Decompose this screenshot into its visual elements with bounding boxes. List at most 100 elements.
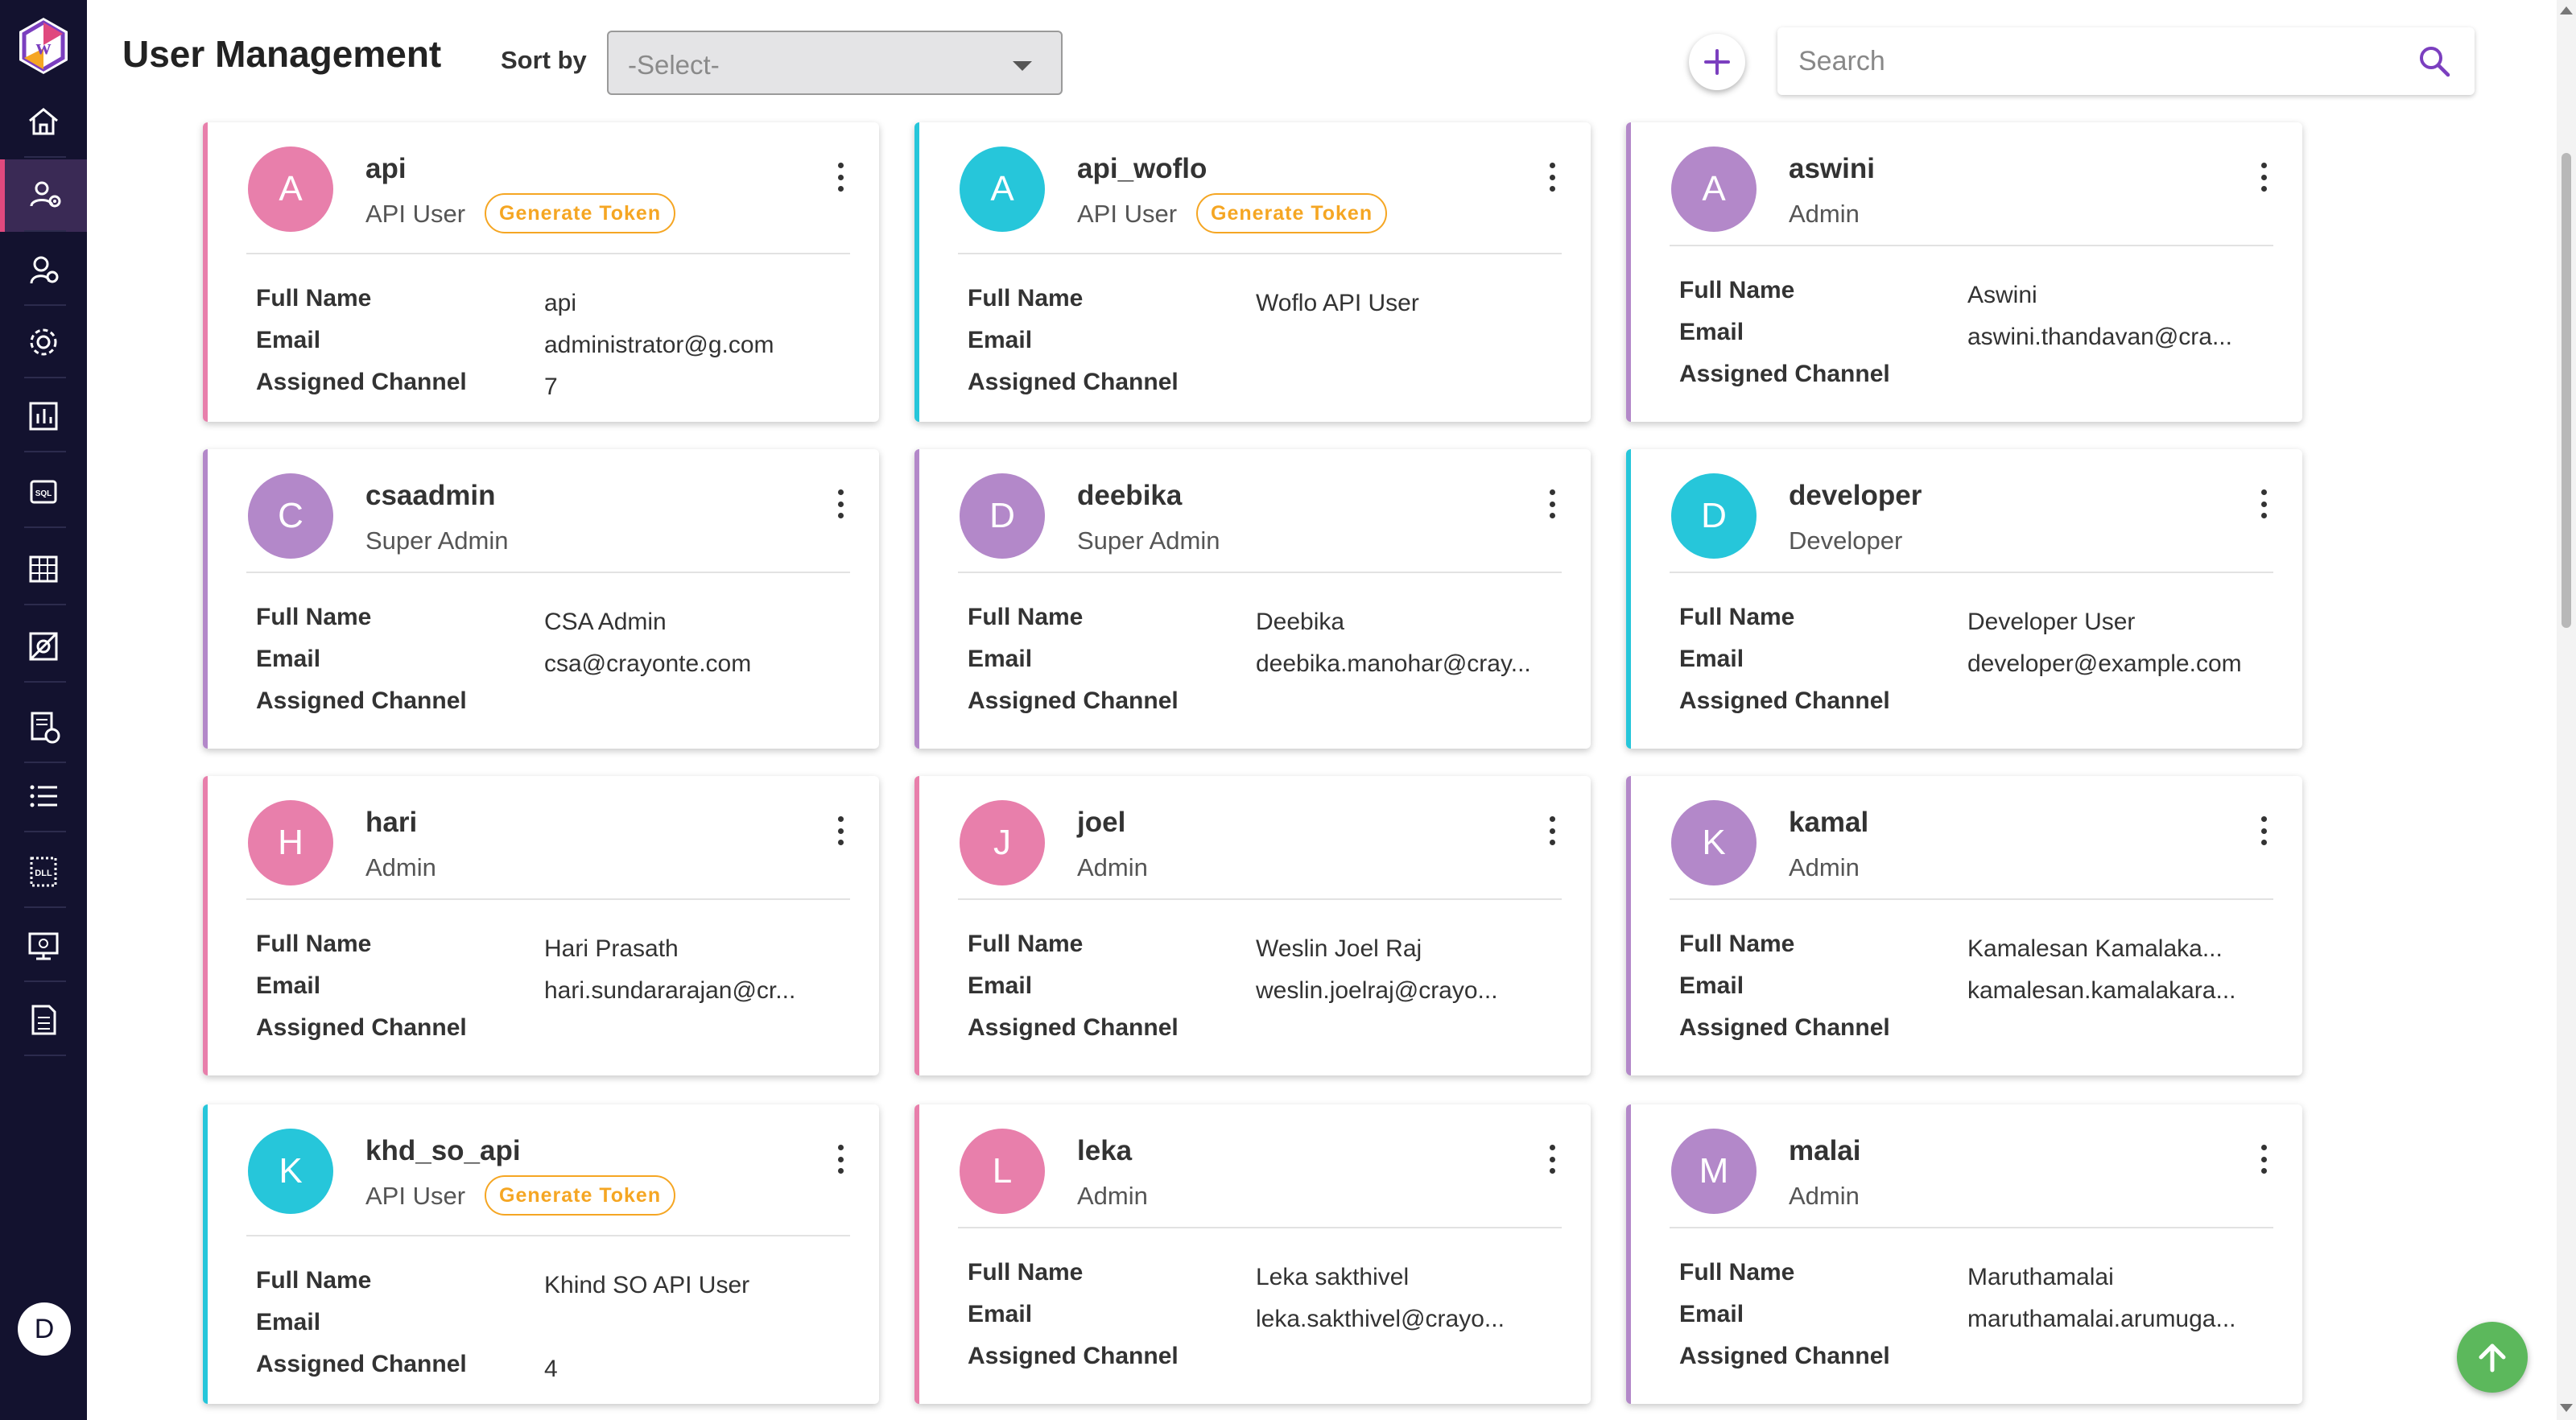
user-name: api_woflo [1077,153,1208,184]
current-user-avatar[interactable]: D [18,1302,71,1356]
full-name-label: Full Name [1679,1259,1795,1286]
sidebar-item-reports[interactable] [0,380,87,452]
list-icon [30,785,57,807]
dll-icon: DLL [30,857,57,887]
sidebar-item-sql[interactable]: SQL [0,456,87,528]
user-role: Admin [365,853,436,881]
full-name-value: Kamalesan Kamalaka... [1967,935,2223,962]
full-name-label: Full Name [968,604,1084,630]
document-icon [31,1005,56,1035]
avatar: K [1671,800,1757,885]
user-name: developer [1789,480,1922,511]
avatar: J [960,800,1045,885]
user-name: csaadmin [365,480,496,511]
sort-by-select[interactable]: -Select- [607,31,1063,95]
more-options-icon[interactable] [2259,489,2268,518]
arrow-up-icon [2479,1344,2506,1373]
avatar: A [960,147,1045,232]
user-role: Admin [1077,853,1148,881]
more-options-icon[interactable] [836,816,845,845]
card-divider [246,572,850,573]
scroll-down-arrow[interactable] [2560,1404,2573,1412]
sidebar-item-home[interactable] [0,85,87,158]
card-divider [958,572,1562,573]
sidebar-item-integration[interactable] [0,610,87,683]
more-options-icon[interactable] [836,1145,845,1174]
integration-icon [29,632,58,661]
full-name-value: Woflo API User [1256,290,1419,316]
sidebar-item-settings[interactable] [0,306,87,378]
user-name: api [365,153,407,184]
generate-token-button[interactable]: Generate Token [485,1175,676,1216]
more-options-icon[interactable] [836,489,845,518]
search-icon[interactable] [2417,43,2452,79]
scroll-up-arrow[interactable] [2560,6,2573,14]
sidebar: w SQL DLL D [0,0,87,1420]
generate-token-button[interactable]: Generate Token [1196,193,1388,233]
sidebar-item-document[interactable] [0,984,87,1056]
sidebar-divider [24,906,66,908]
sidebar-divider [24,230,66,232]
more-options-icon[interactable] [2259,1145,2268,1174]
more-options-icon[interactable] [1547,816,1557,845]
sidebar-item-roles[interactable] [0,233,87,306]
generate-token-button[interactable]: Generate Token [485,193,676,233]
sort-by-value: -Select- [628,50,720,80]
more-options-icon[interactable] [2259,163,2268,192]
roles-icon [30,256,59,284]
card-divider [958,253,1562,254]
settings-icon [30,328,57,356]
sidebar-item-scheduler[interactable] [0,691,87,763]
svg-text:SQL: SQL [35,489,52,498]
full-name-label: Full Name [1679,277,1795,303]
chevron-down-icon [1013,61,1032,71]
user-role: Admin [1077,1182,1148,1210]
sidebar-divider [24,1055,66,1056]
user-name: aswini [1789,153,1875,184]
sidebar-item-dll[interactable]: DLL [0,836,87,908]
sidebar-divider [24,604,66,605]
sidebar-divider [24,762,66,763]
add-user-button[interactable] [1689,34,1745,90]
more-options-icon[interactable] [1547,489,1557,518]
more-options-icon[interactable] [1547,1145,1557,1174]
email-value: administrator@g.com [544,332,774,358]
search-input[interactable] [1798,39,2362,84]
user-name: malai [1789,1135,1861,1166]
assigned-channel-label: Assigned Channel [968,369,1179,395]
more-options-icon[interactable] [836,163,845,192]
more-options-icon[interactable] [1547,163,1557,192]
avatar: K [248,1129,333,1214]
user-role: Admin [1789,853,1860,881]
sidebar-item-monitor[interactable] [0,910,87,982]
card-divider [958,898,1562,900]
assigned-channel-label: Assigned Channel [1679,361,1890,387]
svg-text:w: w [36,35,52,59]
page-title: User Management [122,33,442,75]
full-name-value: Aswini [1967,282,2037,308]
plus-icon [1704,49,1730,75]
full-name-value: Leka sakthivel [1256,1264,1410,1290]
sidebar-item-list[interactable] [0,760,87,832]
app-logo[interactable]: w [16,16,71,76]
scroll-to-top-button[interactable] [2457,1322,2528,1393]
more-options-icon[interactable] [2259,816,2268,845]
scrollbar-thumb[interactable] [2562,153,2571,628]
assigned-channel-label: Assigned Channel [1679,687,1890,714]
sql-icon: SQL [30,480,57,504]
sidebar-item-user-management[interactable] [0,159,87,232]
sidebar-item-table[interactable] [0,533,87,605]
card-divider [1670,1227,2273,1228]
